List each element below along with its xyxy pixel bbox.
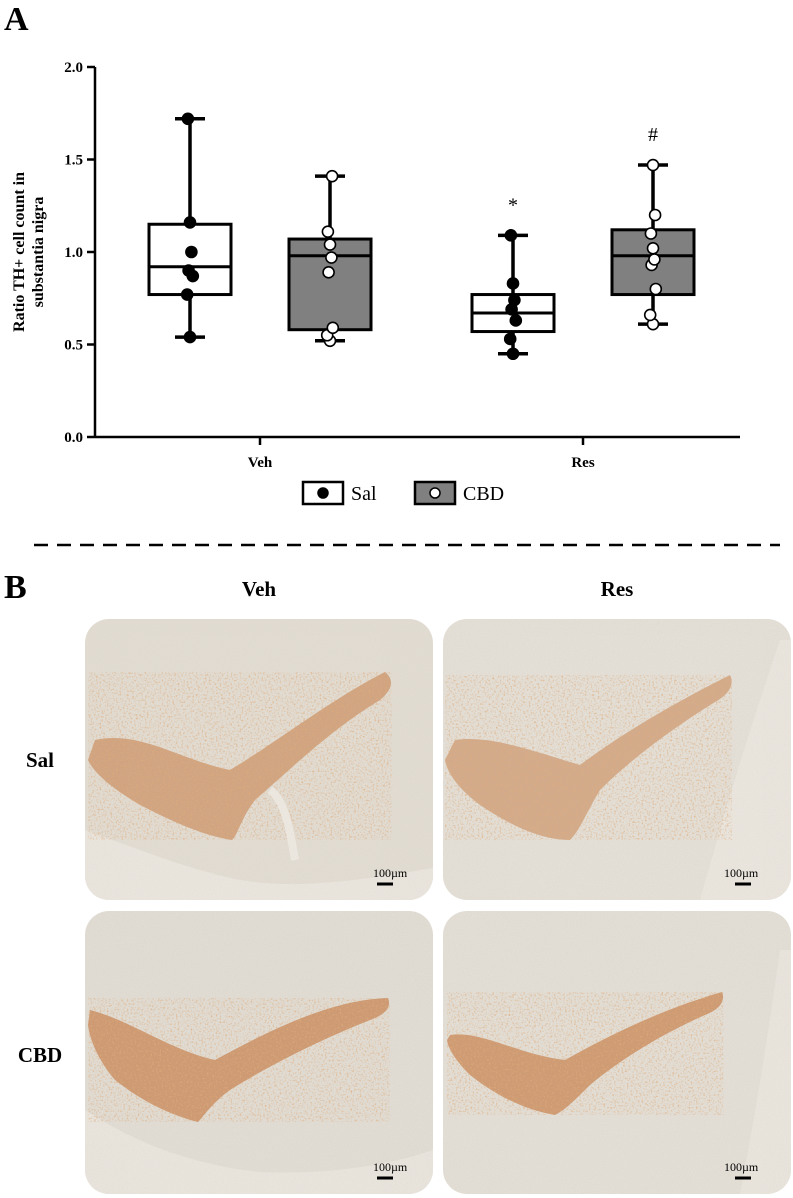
- data-point: [646, 242, 660, 255]
- data-point: [648, 253, 661, 266]
- box-body: [147, 222, 233, 297]
- y-axis-label: Ratio TH+ cell count in substantia nigra: [11, 172, 47, 332]
- data-point: [185, 245, 198, 259]
- scale-bar-label: 100µm: [724, 866, 759, 880]
- x-tick-label: Veh: [248, 455, 273, 471]
- data-point: [322, 266, 335, 279]
- data-point: [643, 308, 657, 322]
- data-point: [183, 330, 197, 344]
- row-label-cbd: CBD: [18, 1043, 62, 1067]
- legend-marker-sal: [317, 487, 329, 499]
- micrograph-sal-res: 100µm: [443, 619, 791, 900]
- data-point: [649, 282, 663, 296]
- micrograph-cbd-veh: 100µm: [85, 911, 433, 1194]
- data-point: [180, 288, 194, 301]
- legend-entry-sal: Sal: [301, 480, 377, 506]
- data-point: [504, 229, 518, 242]
- y-tick-label: 1.5: [64, 153, 83, 169]
- legend-entry-cbd: CBD: [413, 480, 504, 506]
- y-tick-label: 2.0: [64, 60, 83, 76]
- box-cbd-res: #: [610, 124, 696, 331]
- y-tick-label: 0.5: [64, 338, 83, 354]
- box-sal-veh: [147, 112, 233, 344]
- significance-marker: #: [648, 124, 658, 146]
- significance-marker: *: [508, 194, 518, 216]
- y-tick-label: 1.0: [64, 245, 83, 261]
- micrograph-sal-veh: 100µm: [85, 619, 433, 900]
- data-point: [509, 314, 523, 327]
- data-point: [503, 332, 517, 346]
- box-plot-chart: 0.0 0.5 1.0 1.5 2.0 Ratio TH+ cell count in su…: [11, 60, 740, 471]
- data-point: [508, 293, 521, 307]
- data-point: [648, 208, 662, 222]
- x-tick-label: Res: [571, 455, 594, 471]
- scale-bar-label: 100µm: [724, 1160, 759, 1174]
- data-point: [183, 216, 197, 229]
- data-point: [646, 158, 660, 172]
- data-point: [182, 264, 195, 277]
- column-label-veh: Veh: [242, 577, 277, 601]
- y-axis-label-line: substantia nigra: [30, 197, 47, 308]
- data-point: [321, 225, 335, 238]
- data-point: [325, 169, 339, 183]
- y-tick-label: 0.0: [64, 430, 83, 446]
- panel-label-a: A: [4, 1, 29, 38]
- data-point: [323, 238, 337, 251]
- data-point: [506, 347, 520, 361]
- data-point: [326, 321, 340, 335]
- data-point: [325, 251, 338, 264]
- legend-marker-cbd: [429, 487, 441, 499]
- micrograph-cbd-res: 100µm: [443, 911, 791, 1194]
- scale-bar-label: 100µm: [373, 1160, 408, 1174]
- box-cbd-veh: [287, 169, 373, 348]
- row-label-sal: Sal: [26, 748, 54, 772]
- y-axis-label-line: Ratio TH+ cell count in: [11, 172, 28, 332]
- data-point: [644, 227, 658, 240]
- data-point: [181, 112, 195, 126]
- panel-label-b: B: [4, 569, 27, 606]
- data-point: [506, 277, 520, 290]
- box-sal-res: *: [470, 194, 556, 361]
- legend-label-cbd: CBD: [463, 483, 504, 505]
- legend-label-sal: Sal: [351, 483, 377, 505]
- legend: Sal CBD: [301, 480, 504, 506]
- column-label-res: Res: [601, 577, 634, 601]
- scale-bar-label: 100µm: [373, 866, 408, 880]
